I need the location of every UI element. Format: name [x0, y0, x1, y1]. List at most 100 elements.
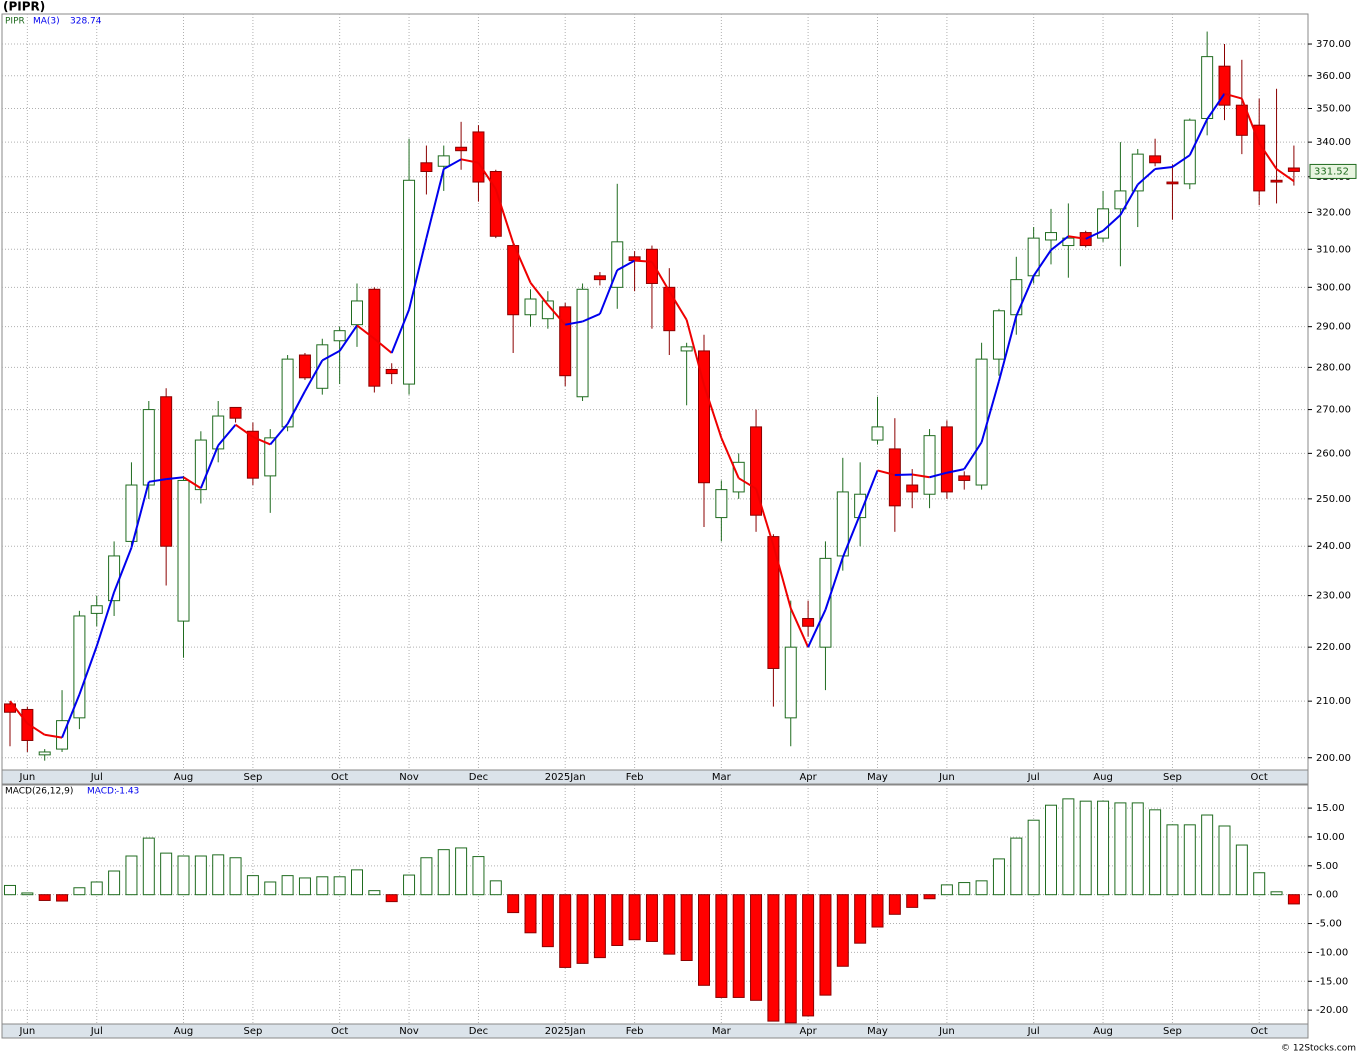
y-tick-label: 210.00	[1316, 696, 1351, 707]
candle-body	[871, 426, 884, 441]
macd-bar	[1131, 802, 1144, 896]
ma-segment	[789, 607, 810, 648]
x-tick-label: Oct	[1251, 1026, 1268, 1037]
x-tick-label: Jul	[1027, 772, 1040, 783]
candle-body	[645, 248, 658, 284]
legend-ma: MA(3)	[33, 17, 60, 27]
candle-body	[1149, 155, 1162, 164]
macd-bar	[750, 894, 763, 1001]
ma-segment	[390, 309, 410, 354]
macd-bar	[1218, 825, 1231, 896]
candle-body	[906, 484, 919, 493]
ma-segment	[703, 384, 723, 439]
candle-body	[1131, 153, 1144, 192]
ma-segment	[95, 591, 116, 647]
x-tick-label: Nov	[399, 772, 419, 783]
y-tick-label: 200.00	[1316, 753, 1351, 764]
macd-bar	[298, 877, 311, 896]
candle-body	[1253, 124, 1266, 192]
macd-bar	[73, 887, 86, 896]
macd-bar	[871, 894, 884, 928]
x-tick-label: Jul	[1027, 1026, 1040, 1037]
x-tick-label: Jun	[19, 772, 36, 783]
ma-segment	[199, 444, 220, 489]
chart-title: (PIPR)	[3, 0, 45, 14]
macd-bar	[732, 894, 745, 998]
candle-body	[767, 536, 780, 669]
ma-segment	[634, 259, 653, 263]
macd-bar	[507, 894, 520, 914]
candle-body	[1218, 65, 1231, 106]
ma-segment	[1171, 154, 1191, 168]
candle-body	[403, 179, 416, 385]
macd-bar	[663, 894, 676, 955]
ma-segment	[1240, 98, 1261, 144]
macd-bar	[142, 837, 155, 896]
ma-segment	[61, 694, 81, 738]
ma-segment	[78, 645, 98, 695]
ma-segment	[929, 471, 948, 479]
candle-body	[385, 368, 398, 375]
candle-body	[333, 330, 346, 342]
ma-segment	[1102, 214, 1122, 232]
macd-bar	[819, 894, 832, 996]
y-tick-label: 250.00	[1316, 494, 1351, 505]
y-tick-label: 300.00	[1316, 282, 1351, 293]
macd-bar	[992, 858, 1005, 896]
candle-body	[73, 615, 86, 719]
macd-bar	[264, 881, 277, 896]
ma-segment	[1206, 93, 1226, 120]
macd-bar	[888, 894, 901, 915]
macd-bar	[125, 855, 138, 896]
ma-segment	[841, 513, 862, 558]
candle-body	[21, 708, 34, 741]
ma-segment	[877, 469, 896, 476]
ma-segment	[269, 423, 289, 446]
x-tick-label: Sep	[243, 1026, 262, 1037]
macd-bar	[1235, 844, 1248, 896]
x-tick-label: Jul	[90, 1026, 103, 1037]
macd-bar	[420, 857, 433, 896]
candle-body	[507, 245, 520, 316]
macd-bar	[628, 894, 641, 941]
candle-body	[1235, 104, 1248, 136]
x-tick-label: Sep	[243, 772, 262, 783]
x-tick-label: Sep	[1163, 772, 1182, 783]
macd-bar	[1287, 894, 1300, 905]
macd-bar	[541, 894, 554, 948]
y-tick-label: 0.00	[1316, 890, 1338, 901]
macd-bar	[177, 855, 190, 896]
macd-legend-label: MACD:	[87, 787, 117, 797]
macd-legend-value: -1.43	[116, 787, 139, 797]
candle-body	[298, 354, 311, 379]
ma-segment	[304, 359, 324, 392]
x-tick-label: Feb	[626, 772, 644, 783]
macd-bar	[975, 880, 988, 896]
x-tick-label: Jun	[938, 772, 955, 783]
candle-body	[177, 479, 190, 622]
x-tick-label: Sep	[1163, 1026, 1182, 1037]
x-tick-label: Mar	[712, 772, 732, 783]
candle-body	[160, 396, 173, 547]
ma-segment	[373, 337, 393, 354]
candle-body	[264, 437, 277, 477]
x-tick-label: May	[867, 1026, 888, 1037]
candle-body	[194, 439, 207, 491]
candle-body	[1166, 181, 1179, 185]
ma-segment	[824, 557, 844, 611]
x-tick-label: 2025Jan	[545, 772, 586, 783]
macd-bar	[923, 894, 936, 900]
x-tick-label: Jun	[938, 1026, 955, 1037]
macd-bar	[160, 852, 173, 896]
ma-segment	[1188, 118, 1209, 156]
x-tick-label: Aug	[1093, 772, 1113, 783]
macd-bar	[802, 894, 815, 1017]
ma-segment	[217, 424, 237, 447]
macd-bar	[1201, 814, 1214, 896]
candle-body	[784, 646, 797, 719]
ma-segment	[529, 282, 549, 306]
ma-segment	[912, 473, 930, 479]
macd-bar	[1027, 819, 1040, 896]
macd-bar	[576, 894, 589, 964]
macd-bar	[281, 875, 294, 896]
